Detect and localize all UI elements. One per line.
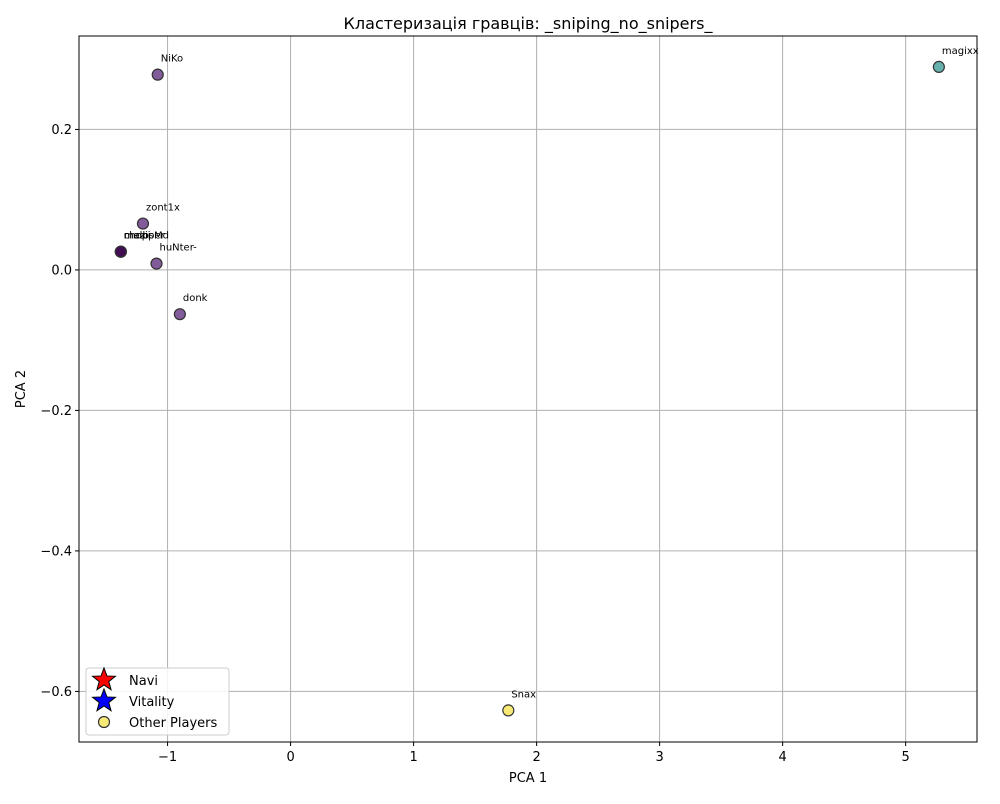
scatter-point <box>932 60 945 74</box>
legend: Navi Vitality Other Players <box>85 666 230 736</box>
legend-star-marker <box>91 687 117 712</box>
chart-title: Кластеризація гравців: _sniping_no_snipe… <box>344 14 714 34</box>
x-tick-label: −1 <box>158 750 177 765</box>
point-label: malbsMd <box>124 231 169 242</box>
point-label: mezii <box>124 231 151 242</box>
point-label: NiKo <box>161 54 183 65</box>
scatter-point <box>173 308 186 321</box>
x-tick-label: 4 <box>778 750 786 765</box>
legend-label: Vitality <box>129 695 175 710</box>
point-label: huNter- <box>159 243 197 254</box>
y-tick-label: −0.4 <box>40 544 72 559</box>
axis-ticks: −1 0 1 2 3 4 5 −0.6 −0.4 −0.2 0.0 0.2 <box>40 123 909 765</box>
x-axis-label: PCA 1 <box>509 771 547 786</box>
plot-frame <box>78 35 978 743</box>
y-tick-label: 0.2 <box>51 123 72 138</box>
x-tick-label: 0 <box>286 750 294 765</box>
y-axis-label: PCA 2 <box>14 370 29 408</box>
point-label: Snax <box>511 689 536 700</box>
point-labels: NiKo zont1x meziichoppermalbsMdhuNter-donk… <box>124 46 979 700</box>
x-tick-label: 5 <box>902 750 910 765</box>
y-tick-label: −0.2 <box>40 404 72 419</box>
x-tick-label: 3 <box>655 750 663 765</box>
legend-label: Navi <box>129 674 158 689</box>
scatter-point <box>136 217 150 230</box>
legend-label: Other Players <box>129 716 217 731</box>
x-tick-label: 2 <box>532 750 540 765</box>
scatter-point <box>150 257 163 270</box>
scatter-point <box>502 704 515 717</box>
data-points <box>114 60 945 717</box>
point-label: chopper <box>124 231 166 242</box>
point-label: zont1x <box>146 203 180 214</box>
x-tick-label: 1 <box>409 750 417 765</box>
legend-box <box>85 667 230 736</box>
legend-circle-marker <box>97 715 111 729</box>
y-tick-label: 0.0 <box>51 263 72 278</box>
point-label: magixx <box>942 46 979 57</box>
legend-star-marker <box>91 666 117 691</box>
scatter-point <box>151 68 164 81</box>
point-label: donk <box>183 293 208 304</box>
scatter-point <box>114 245 127 258</box>
y-tick-label: −0.6 <box>40 685 72 700</box>
